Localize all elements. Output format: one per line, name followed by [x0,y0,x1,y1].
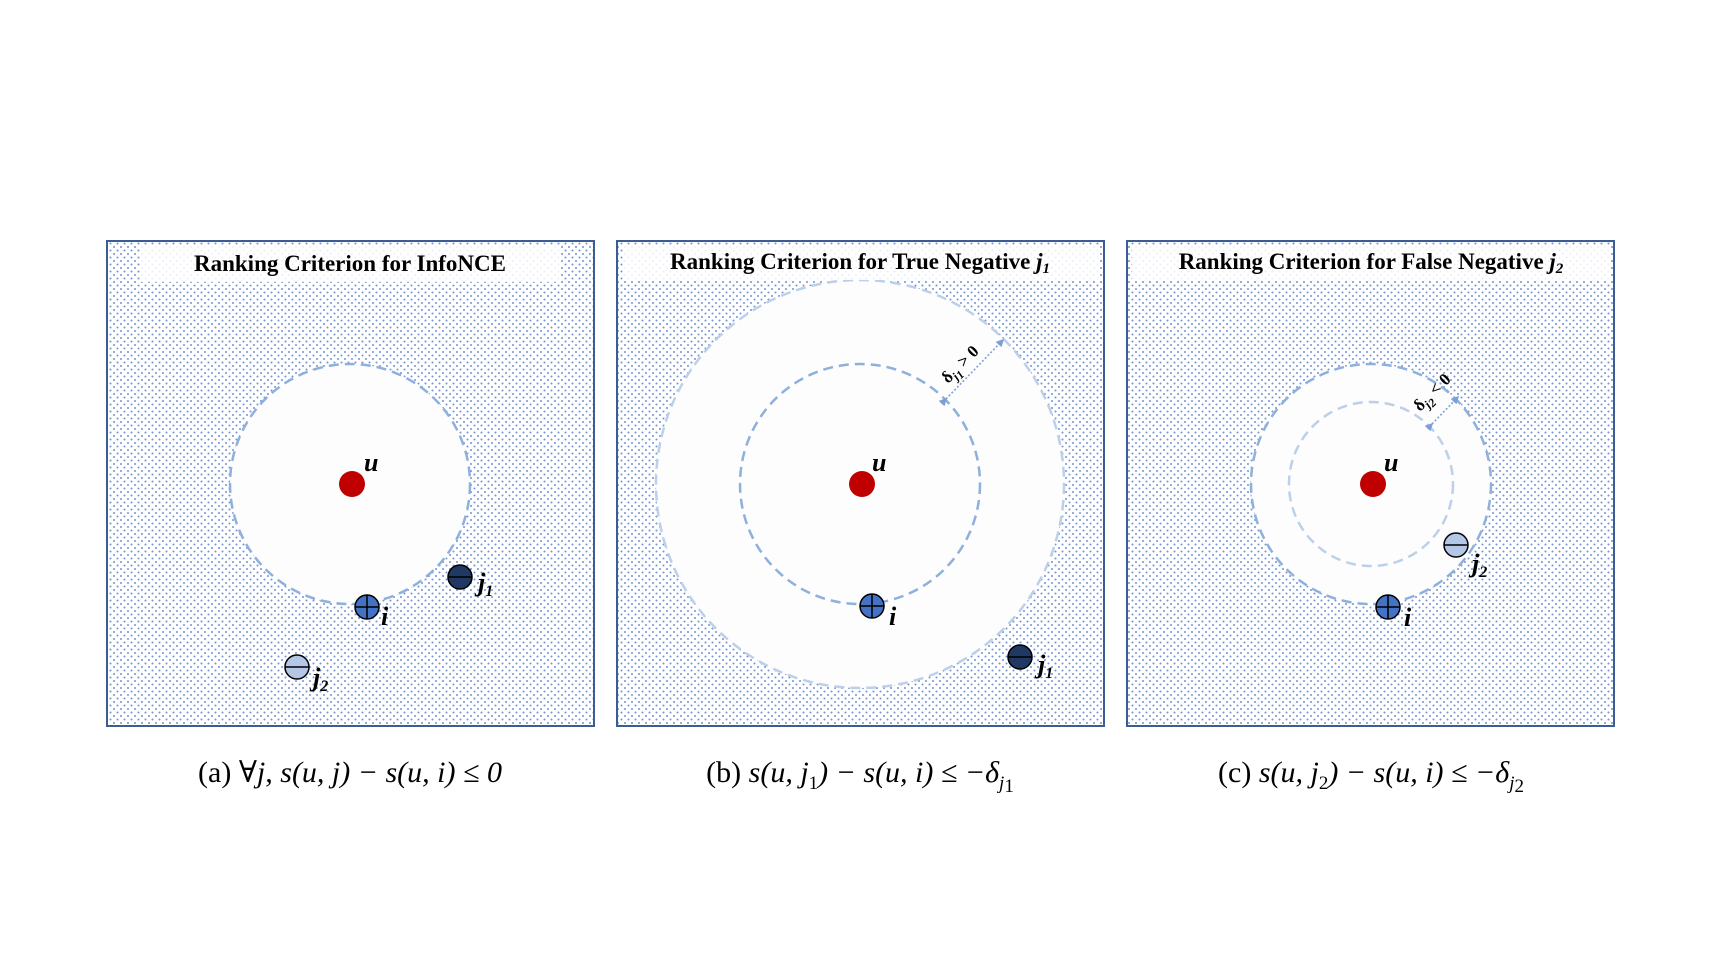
user-node [339,471,365,497]
panel-b-title-bg [624,246,1100,280]
panel-b: Ranking Criterion for True Negative j1 δ… [616,240,1105,797]
false-negative-node [284,654,310,680]
panel-a: Ranking Criterion for InfoNCE u i j1 j2 … [106,240,595,789]
panel-a-title: Ranking Criterion for InfoNCE [194,251,506,276]
true-negative-node [447,564,473,590]
user-label: u [364,448,378,477]
positive-item-label: i [381,602,389,631]
panel-c-title: Ranking Criterion for False Negative j2 [1179,249,1564,277]
user-label: u [1384,448,1398,477]
user-node [1360,471,1386,497]
positive-item-label: i [1404,603,1412,632]
panel-b-title: Ranking Criterion for True Negative j1 [670,249,1050,277]
panel-c: Ranking Criterion for False Negative j2 … [1126,240,1615,797]
positive-item-node [1375,594,1401,620]
panel-a-caption: (a) ∀j, s(u, j) − s(u, i) ≤ 0 [198,756,502,789]
panel-b-caption: (b) s(u, j1) − s(u, i) ≤ −δj1 [706,756,1014,797]
user-node [849,471,875,497]
positive-item-label: i [889,602,897,631]
panel-c-inner-circle [1287,400,1455,568]
user-label: u [872,448,886,477]
panel-b-delta-arrow [938,338,1005,407]
panel-b-inner-circle [738,362,982,606]
false-negative-node [1443,532,1469,558]
positive-item-node [354,594,380,620]
panel-c-title-bg [1132,246,1610,280]
panel-a-title-bg [140,246,560,282]
positive-item-node [859,593,885,619]
panel-c-caption: (c) s(u, j2) − s(u, i) ≤ −δj2 [1218,756,1524,797]
true-negative-node [1007,644,1033,670]
